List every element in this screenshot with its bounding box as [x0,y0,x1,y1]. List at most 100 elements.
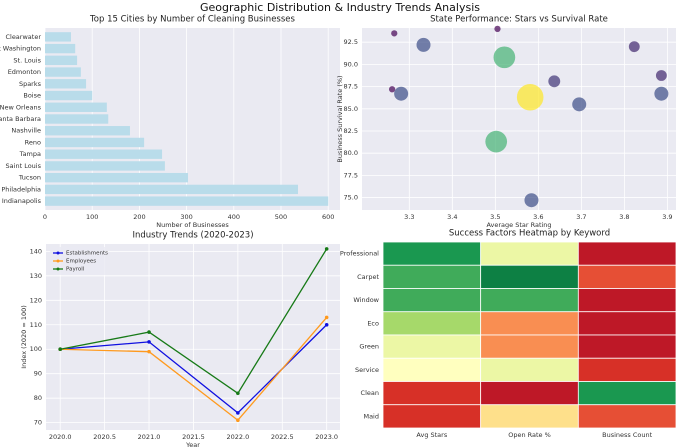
bar [45,90,93,101]
heatmap-cell [577,311,677,336]
line-marker [236,418,240,423]
heatmap-cell [382,381,482,406]
bar [45,137,145,148]
scatter-point [655,70,667,81]
x-tick-label: 3.6 [533,213,543,221]
y-tick-label: New Orleans [0,103,42,111]
line-marker [324,247,329,251]
heatmap-cell [480,264,579,289]
scatter-point [524,193,539,208]
x-tick-label: 2023.0 [315,433,338,441]
line-marker [147,349,151,354]
legend-marker [56,251,60,255]
heatmap-cell [382,241,482,266]
y-tick-label: 82.5 [344,127,358,135]
y-tick-label: Sparks [19,80,42,88]
y-tick-label: 70 [34,419,42,427]
chart-title: Success Factors Heatmap by Keyword [449,229,610,239]
y-tick-label: 130 [30,272,42,280]
y-tick-label: Tucson [18,174,41,182]
heatmap-cell [382,404,482,429]
x-tick-label: 3.5 [490,213,500,221]
heatmap-cell [382,264,482,289]
y-tick-label: 87.5 [344,83,358,91]
x-tick-label: 3.7 [576,213,586,221]
suptitle: Geographic Distribution & Industry Trend… [200,1,480,14]
scatter-point [654,86,669,101]
y-axis-label: Business Survival Rate (%) [336,75,344,162]
y-tick-label: 100 [30,345,42,353]
x-tick-label: 2020.0 [49,433,72,441]
bar [45,196,329,206]
x-axis-label: Number of Businesses [156,221,229,229]
y-tick-label: 80.0 [344,149,358,157]
y-tick-label: 140 [30,247,42,255]
bar [45,161,165,171]
x-tick-label: 2022.0 [226,433,249,441]
bar [45,126,130,136]
heatmap-cell [382,357,482,382]
row-label: Eco [367,319,379,327]
heatmap-cell [480,241,579,266]
y-tick-label: Edmonton [8,68,41,76]
line-series [60,316,328,422]
heatmap-cell [382,288,482,313]
column-label: Open Rate % [508,431,551,439]
bar [45,114,109,124]
row-label: Green [359,343,379,351]
heatmap-cell [577,334,677,359]
scatter-point [394,86,409,101]
x-tick-label: 2021.5 [182,433,205,441]
row-label: Clean [361,389,379,397]
y-tick-label: Saint Louis [6,162,42,170]
row-label: Professional [340,250,379,258]
legend-marker [56,267,60,271]
legend-label: Establishments [66,251,108,257]
heatmap-cell [480,288,579,313]
scatter-point [493,46,516,69]
column-label: Avg Stars [416,431,447,439]
heatmap-cell [480,311,579,336]
legend-label: Payroll [66,267,85,273]
x-tick-label: 3.8 [619,213,629,221]
row-label: Maid [363,412,379,420]
x-tick-label: 300 [180,213,192,221]
line-marker [147,340,151,344]
x-axis-label: Average Star Rating [486,221,551,229]
chart-title: State Performance: Stars vs Survival Rat… [430,15,608,25]
x-tick-label: 200 [133,213,145,221]
y-tick-label: 120 [30,296,42,304]
y-tick-label: 77.5 [344,171,358,179]
bar [45,149,163,159]
scatter-point [388,86,396,93]
y-tick-label: 80 [34,394,42,402]
x-tick-label: 3.3 [404,213,414,221]
row-label: Window [353,296,379,304]
scatter-point [628,41,640,53]
y-tick-label: Clearwater [5,33,41,41]
x-tick-label: 600 [322,213,334,221]
legend-marker [56,259,60,263]
bar [45,172,189,183]
x-tick-label: 2021.0 [138,433,161,441]
heatmap-cell [480,404,579,429]
heatmap-cell [577,264,677,289]
y-tick-label: 110 [30,321,42,329]
heatmap-cell [480,381,579,406]
heatmap-cell [480,357,579,382]
x-tick-label: 400 [228,213,240,221]
line-series [60,248,328,395]
x-tick-label: 2020.5 [93,433,116,441]
line-marker [324,315,329,320]
scatter-point [494,25,501,33]
chart-title: Top 15 Cities by Number of Cleaning Busi… [89,15,295,25]
x-tick-label: 0 [43,213,47,221]
legend-label: Employees [66,259,96,265]
bar [45,102,107,112]
y-tick-label: 92.5 [344,38,358,46]
chart-title: Industry Trends (2020-2023) [132,231,253,241]
heatmap-cell [382,334,482,359]
x-tick-label: 3.9 [662,213,672,221]
y-tick-label: St. Louis [13,56,41,64]
